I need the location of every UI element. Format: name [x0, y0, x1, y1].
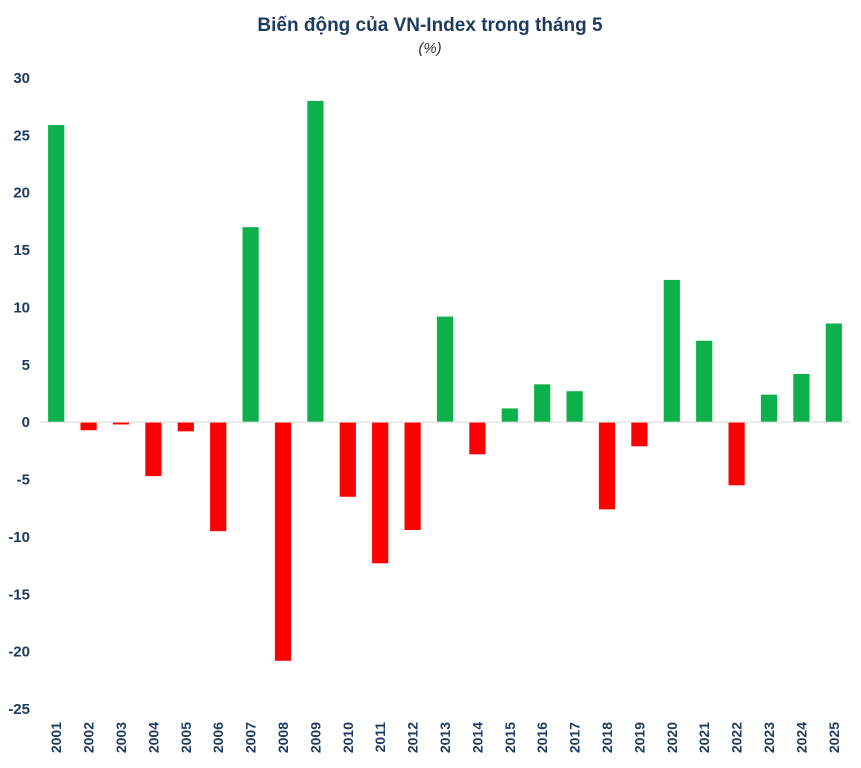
bar-2010 [339, 422, 356, 497]
y-tick-label: 25 [13, 127, 30, 144]
y-tick-label: -15 [8, 586, 30, 603]
chart-subtitle: (%) [418, 40, 441, 57]
x-tick-label: 2019 [631, 722, 647, 753]
y-tick-label: -10 [8, 529, 30, 546]
x-tick-label: 2017 [567, 722, 583, 753]
x-tick-label: 2025 [826, 722, 842, 753]
x-tick-label: 2014 [469, 722, 485, 753]
x-tick-label: 2001 [48, 722, 64, 753]
x-tick-label: 2008 [275, 722, 291, 753]
bar-2011 [372, 422, 389, 564]
bar-2016 [534, 384, 551, 423]
bar-2014 [469, 422, 486, 455]
y-tick-label: -20 [8, 644, 30, 661]
bars [48, 100, 842, 661]
bar-2002 [80, 422, 97, 431]
y-tick-label: -5 [17, 472, 30, 489]
bar-2003 [112, 422, 130, 425]
x-tick-label: 2006 [210, 722, 226, 753]
x-tick-label: 2007 [243, 722, 259, 753]
bar-2015 [501, 408, 518, 423]
bar-2020 [663, 279, 680, 423]
bar-2025 [825, 323, 842, 423]
x-tick-label: 2023 [761, 722, 777, 753]
x-tick-label: 2022 [729, 722, 745, 753]
bar-2004 [145, 422, 162, 477]
x-tick-label: 2015 [502, 722, 518, 753]
bar-2024 [793, 373, 810, 423]
x-tick-label: 2016 [534, 722, 550, 753]
x-tick-label: 2024 [793, 722, 809, 753]
x-tick-label: 2011 [372, 722, 388, 753]
x-tick-label: 2020 [664, 722, 680, 753]
bar-2005 [177, 422, 194, 432]
x-tick-label: 2004 [145, 722, 161, 753]
x-tick-label: 2009 [307, 722, 323, 753]
y-tick-label: 0 [22, 414, 30, 431]
x-tick-label: 2005 [178, 722, 194, 753]
y-tick-label: -25 [8, 701, 30, 718]
x-tick-label: 2002 [81, 722, 97, 753]
x-axis: 2001 2002 2003 2004 2005 2006 2007 2008 2009 2010… [48, 722, 842, 753]
bar-2019 [631, 422, 648, 447]
bar-2018 [598, 422, 616, 510]
chart-title: Biến động của VN-Index trong tháng 5 [257, 15, 603, 36]
x-tick-label: 2003 [113, 722, 129, 753]
bar-2007 [242, 227, 259, 423]
y-axis: 30 25 20 15 10 5 0 -5 -10 -15 -20 -25 [8, 70, 30, 718]
bar-2001 [48, 125, 65, 423]
y-tick-label: 15 [13, 242, 30, 259]
x-tick-label: 2018 [599, 722, 615, 753]
x-tick-label: 2012 [405, 722, 421, 753]
bar-2006 [210, 422, 227, 532]
x-tick-label: 2013 [437, 722, 453, 753]
bar-2013 [436, 316, 454, 423]
y-tick-label: 30 [13, 70, 30, 87]
bar-2017 [566, 391, 583, 423]
y-tick-label: 20 [13, 185, 30, 202]
bar-2008 [274, 422, 292, 661]
x-tick-label: 2021 [696, 722, 712, 753]
y-tick-label: 10 [13, 299, 30, 316]
y-tick-label: 5 [22, 357, 30, 374]
bar-2023 [760, 394, 778, 423]
bar-2021 [696, 340, 713, 423]
x-tick-label: 2010 [340, 722, 356, 753]
bar-2009 [307, 100, 324, 423]
bar-2012 [404, 422, 421, 531]
bar-2022 [728, 422, 745, 486]
